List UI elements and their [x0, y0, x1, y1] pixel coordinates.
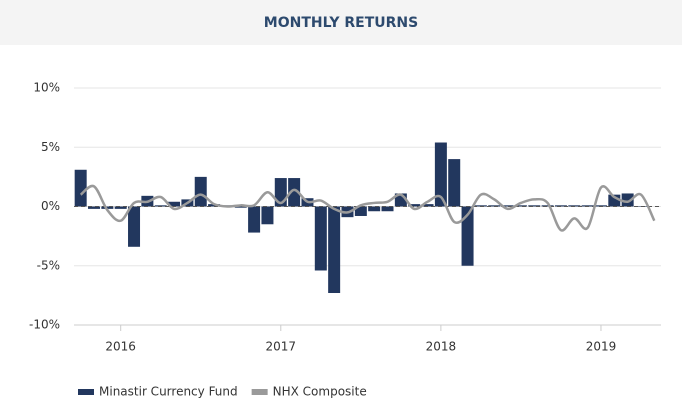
bar: [114, 206, 127, 209]
bar: [168, 201, 181, 207]
bar: [461, 206, 474, 266]
bar: [488, 205, 501, 207]
bar: [528, 205, 541, 207]
bar: [514, 205, 527, 207]
bar: [381, 206, 394, 212]
line: [79, 184, 656, 232]
bar: [234, 206, 247, 208]
bar: [248, 206, 261, 233]
bar: [261, 206, 274, 225]
bar: [408, 204, 421, 207]
bar: [128, 206, 141, 247]
bar: [554, 205, 567, 207]
bar: [74, 169, 87, 207]
y-tick-label: -10%: [29, 318, 60, 332]
chart-title: MONTHLY RETURNS: [264, 15, 418, 31]
bar: [608, 194, 621, 207]
bar: [621, 193, 634, 207]
bar: [194, 176, 207, 207]
bar: [434, 142, 447, 207]
x-tick-label: 2017: [266, 340, 297, 354]
x-tick-label: 2016: [105, 340, 136, 354]
y-tick-label: 5%: [41, 140, 60, 154]
bar: [448, 159, 461, 207]
legend-swatch: [251, 389, 268, 395]
y-tick-label: -5%: [37, 258, 60, 272]
bar: [154, 205, 167, 207]
y-tick-label: 10%: [33, 81, 60, 95]
bar: [421, 204, 434, 207]
bar: [634, 206, 647, 207]
bar: [541, 205, 554, 207]
bar: [314, 206, 327, 271]
y-tick-label: 0%: [41, 199, 60, 213]
bar: [474, 205, 487, 207]
bar: [88, 206, 101, 209]
bar: [354, 206, 367, 216]
bar: [501, 205, 514, 207]
bar: [288, 178, 301, 207]
header-band: [0, 0, 682, 45]
legend-label: Minastir Currency Fund: [99, 385, 238, 399]
legend-swatch: [78, 389, 94, 395]
bar: [581, 205, 594, 207]
bar: [594, 205, 607, 207]
legend-label: NHX Composite: [273, 385, 367, 399]
bar: [101, 206, 114, 209]
x-tick-label: 2019: [586, 340, 617, 354]
bar: [328, 206, 341, 294]
bar: [568, 205, 581, 207]
x-tick-label: 2018: [426, 340, 457, 354]
bar: [368, 206, 381, 212]
